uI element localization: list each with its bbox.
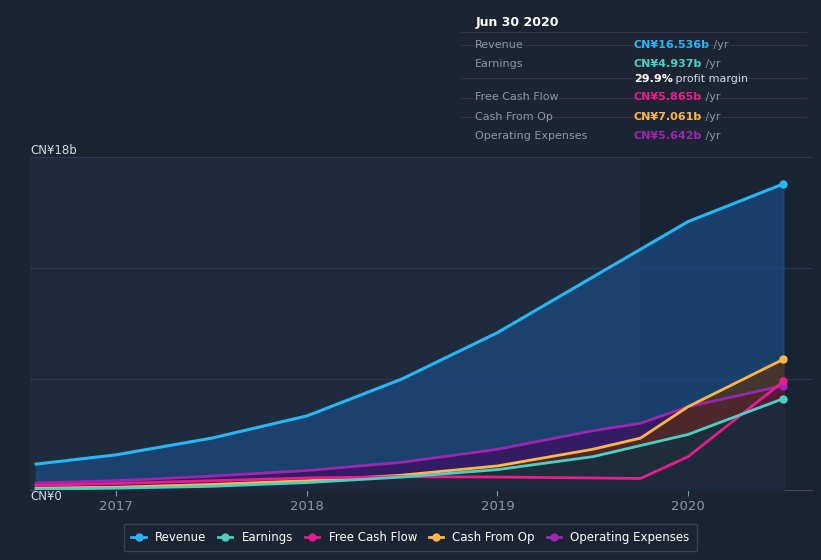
Legend: Revenue, Earnings, Free Cash Flow, Cash From Op, Operating Expenses: Revenue, Earnings, Free Cash Flow, Cash …: [124, 524, 697, 551]
Text: /yr: /yr: [702, 59, 721, 69]
Bar: [640, 157, 812, 490]
Text: 29.9%: 29.9%: [634, 74, 672, 84]
Text: /yr: /yr: [702, 92, 721, 102]
Text: CN¥7.061b: CN¥7.061b: [634, 112, 702, 122]
Text: CN¥5.642b: CN¥5.642b: [634, 131, 702, 141]
Text: Operating Expenses: Operating Expenses: [475, 131, 588, 141]
Text: Cash From Op: Cash From Op: [475, 112, 553, 122]
Text: /yr: /yr: [709, 40, 728, 50]
Text: CN¥5.865b: CN¥5.865b: [634, 92, 702, 102]
Text: CN¥4.937b: CN¥4.937b: [634, 59, 702, 69]
Text: CN¥0: CN¥0: [30, 490, 62, 503]
Text: Earnings: Earnings: [475, 59, 524, 69]
Text: profit margin: profit margin: [672, 74, 748, 84]
Text: /yr: /yr: [702, 112, 721, 122]
Text: /yr: /yr: [702, 131, 721, 141]
Text: CN¥18b: CN¥18b: [30, 144, 77, 157]
Text: Revenue: Revenue: [475, 40, 524, 50]
Text: Free Cash Flow: Free Cash Flow: [475, 92, 559, 102]
Text: CN¥16.536b: CN¥16.536b: [634, 40, 710, 50]
Text: Jun 30 2020: Jun 30 2020: [475, 16, 559, 29]
